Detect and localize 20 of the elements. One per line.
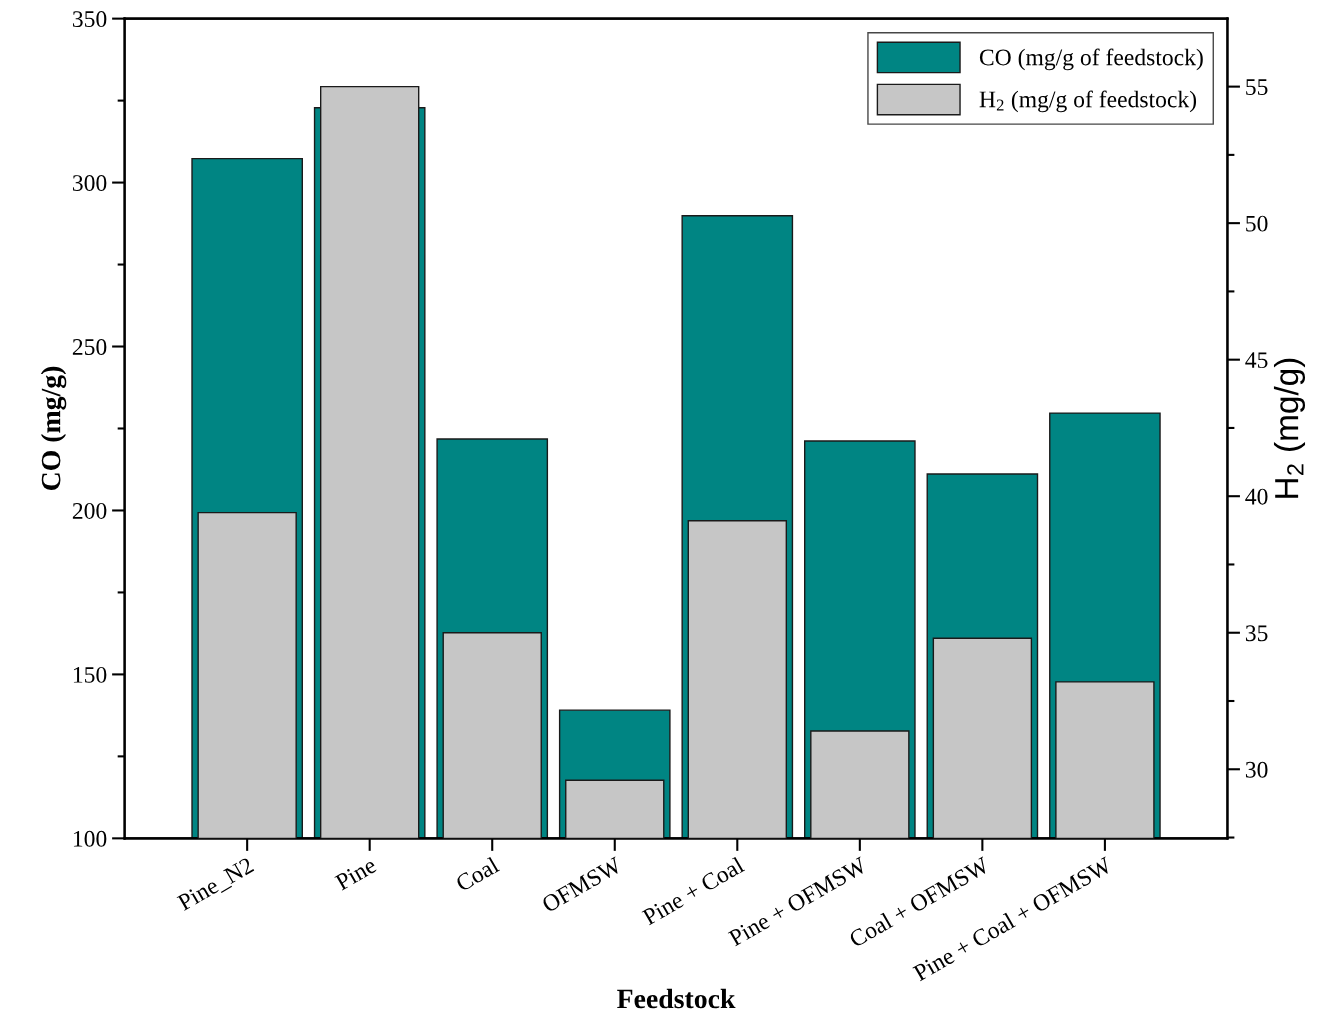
y-tick-label: 200 <box>72 502 107 519</box>
y2-axis-title: H$_{2}$ (mg/g) <box>1273 358 1306 498</box>
y-axis-title: CO (mg/g) <box>40 366 67 490</box>
legend-label: CO (mg/g of feedstock) <box>979 48 1203 71</box>
y2-tick-label: 30 <box>1245 761 1268 778</box>
y-tick-label: 100 <box>73 830 107 847</box>
y-tick-label: 150 <box>73 666 107 683</box>
x-tick-label: Pine <box>334 856 378 891</box>
y2-tick-label: 35 <box>1245 625 1268 642</box>
legend-label: H$_{2}$ (mg/g of feedstock) <box>979 90 1197 113</box>
y-tick-label: 250 <box>72 339 107 355</box>
y2-tick-label: 40 <box>1245 488 1268 505</box>
y2-tick-label: 45 <box>1245 352 1268 369</box>
y-tick-label: 350 <box>72 11 107 28</box>
y-tick-label: 300 <box>72 175 107 191</box>
y2-tick-label: 50 <box>1246 215 1268 232</box>
x-tick-label: Pine + Coal <box>641 855 746 926</box>
x-axis-title: Feedstock <box>617 988 736 1009</box>
y2-tick-label: 55 <box>1246 79 1268 96</box>
x-tick-label: Coal <box>454 855 501 892</box>
